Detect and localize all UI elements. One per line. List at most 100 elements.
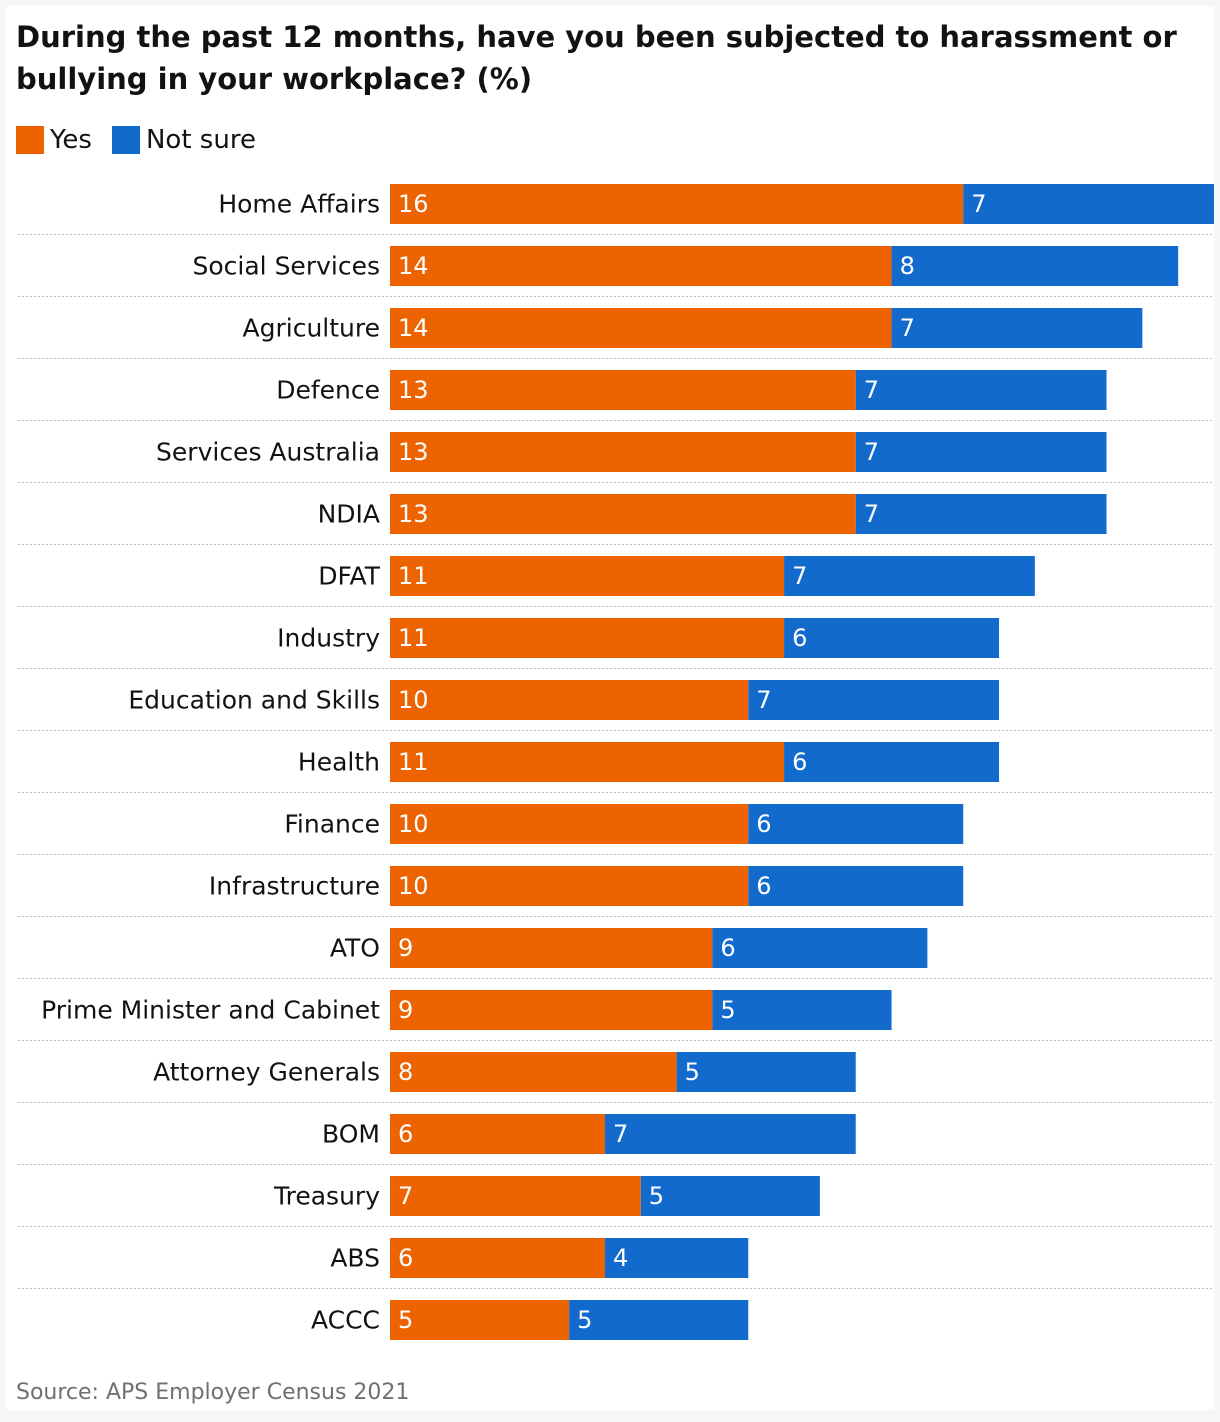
bar-yes-accc [390, 1300, 570, 1340]
category-label-agriculture: Agriculture [243, 314, 381, 343]
category-label-attorney-generals: Attorney Generals [153, 1058, 380, 1087]
bar-not-sure-prime-minister-and-cabinet [712, 990, 892, 1030]
chart-title: During the past 12 months, have you been… [16, 20, 1177, 96]
data-label-not-sure-health: 6 [792, 748, 807, 776]
bar-yes-social-services [390, 246, 892, 286]
category-label-defence: Defence [276, 376, 380, 405]
bar-yes-health [390, 742, 785, 782]
bar-not-sure-agriculture [891, 308, 1143, 348]
bar-yes-industry [390, 618, 785, 658]
data-label-not-sure-attorney-generals: 5 [685, 1058, 700, 1086]
data-label-not-sure-bom: 7 [613, 1120, 628, 1148]
bar-not-sure-finance [748, 804, 964, 844]
bar-not-sure-treasury [640, 1176, 820, 1216]
bar-not-sure-education-and-skills [748, 680, 1000, 720]
data-label-not-sure-defence: 7 [864, 376, 879, 404]
category-label-treasury: Treasury [273, 1182, 380, 1211]
data-label-not-sure-ndia: 7 [864, 500, 879, 528]
data-label-yes-accc: 5 [398, 1306, 413, 1334]
data-label-not-sure-industry: 6 [792, 624, 807, 652]
bar-yes-defence [390, 370, 856, 410]
bar-not-sure-bom [604, 1114, 856, 1154]
bar-not-sure-health [784, 742, 1000, 782]
data-label-not-sure-prime-minister-and-cabinet: 5 [720, 996, 735, 1024]
bar-yes-education-and-skills [390, 680, 749, 720]
data-label-not-sure-dfat: 7 [792, 562, 807, 590]
bar-not-sure-defence [855, 370, 1107, 410]
data-label-not-sure-agriculture: 7 [900, 314, 915, 342]
bar-yes-infrastructure [390, 866, 749, 906]
bar-chart-plot: Home Affairs 16 7 Social Services 14 8 Agricul… [18, 184, 1214, 1340]
category-label-social-services: Social Services [193, 252, 381, 281]
bar-yes-abs [390, 1238, 605, 1278]
bar-not-sure-industry [784, 618, 1000, 658]
bar-not-sure-infrastructure [748, 866, 964, 906]
data-label-not-sure-abs: 4 [613, 1244, 628, 1272]
category-label-prime-minister-and-cabinet: Prime Minister and Cabinet [41, 996, 380, 1025]
category-label-bom: BOM [322, 1120, 380, 1149]
data-label-yes-defence: 13 [398, 376, 429, 404]
bar-yes-attorney-generals [390, 1052, 677, 1092]
bar-yes-treasury [390, 1176, 641, 1216]
data-label-yes-treasury: 7 [398, 1182, 413, 1210]
data-label-yes-industry: 11 [398, 624, 429, 652]
category-label-dfat: DFAT [318, 562, 380, 591]
category-label-accc: ACCC [311, 1306, 380, 1335]
data-label-yes-home-affairs: 16 [398, 190, 429, 218]
category-label-abs: ABS [330, 1244, 380, 1273]
data-label-yes-education-and-skills: 10 [398, 686, 429, 714]
bar-not-sure-attorney-generals [676, 1052, 856, 1092]
bar-not-sure-ato [712, 928, 928, 968]
data-label-not-sure-social-services: 8 [900, 252, 915, 280]
bar-yes-dfat [390, 556, 785, 596]
data-label-yes-prime-minister-and-cabinet: 9 [398, 996, 413, 1024]
category-label-home-affairs: Home Affairs [218, 190, 380, 219]
data-label-yes-social-services: 14 [398, 252, 429, 280]
bar-not-sure-ndia [855, 494, 1107, 534]
legend-item-yes: Yes [16, 125, 92, 155]
bar-yes-ndia [390, 494, 856, 534]
data-label-yes-dfat: 11 [398, 562, 429, 590]
data-label-not-sure-finance: 6 [756, 810, 771, 838]
category-label-ndia: NDIA [318, 500, 380, 529]
bar-yes-services-australia [390, 432, 856, 472]
category-label-education-and-skills: Education and Skills [128, 686, 380, 715]
bar-yes-finance [390, 804, 749, 844]
data-label-not-sure-infrastructure: 6 [756, 872, 771, 900]
legend-swatch-not-sure [111, 126, 140, 154]
data-label-not-sure-treasury: 5 [649, 1182, 664, 1210]
bar-not-sure-accc [569, 1300, 749, 1340]
category-label-finance: Finance [284, 810, 380, 839]
legend-swatch-yes [16, 126, 44, 154]
bar-not-sure-abs [604, 1238, 749, 1278]
legend-label-not-sure: Not sure [145, 125, 256, 155]
bar-not-sure-dfat [784, 556, 1035, 596]
category-label-infrastructure: Infrastructure [209, 872, 380, 901]
data-label-yes-finance: 10 [398, 810, 429, 838]
bar-yes-agriculture [390, 308, 892, 348]
bar-yes-ato [390, 928, 713, 968]
bar-not-sure-services-australia [855, 432, 1107, 472]
data-label-not-sure-services-australia: 7 [864, 438, 879, 466]
legend: Yes Not sure [16, 124, 276, 156]
data-label-yes-services-australia: 13 [398, 438, 429, 466]
bar-not-sure-home-affairs [963, 184, 1214, 224]
category-label-health: Health [298, 748, 380, 777]
source-note: Source: APS Employer Census 2021 [16, 1380, 410, 1405]
category-label-ato: ATO [330, 934, 380, 963]
data-label-not-sure-education-and-skills: 7 [756, 686, 771, 714]
data-label-yes-attorney-generals: 8 [398, 1058, 413, 1086]
category-label-services-australia: Services Australia [156, 438, 380, 467]
bar-not-sure-social-services [891, 246, 1179, 286]
legend-item-not-sure: Not sure [111, 125, 256, 155]
legend-label-yes: Yes [50, 125, 92, 155]
bar-yes-home-affairs [390, 184, 964, 224]
data-label-yes-health: 11 [398, 748, 429, 776]
data-label-yes-abs: 6 [398, 1244, 413, 1272]
data-label-yes-bom: 6 [398, 1120, 413, 1148]
data-label-yes-ndia: 13 [398, 500, 429, 528]
data-label-yes-infrastructure: 10 [398, 872, 429, 900]
bar-yes-bom [390, 1114, 605, 1154]
data-label-yes-agriculture: 14 [398, 314, 429, 342]
